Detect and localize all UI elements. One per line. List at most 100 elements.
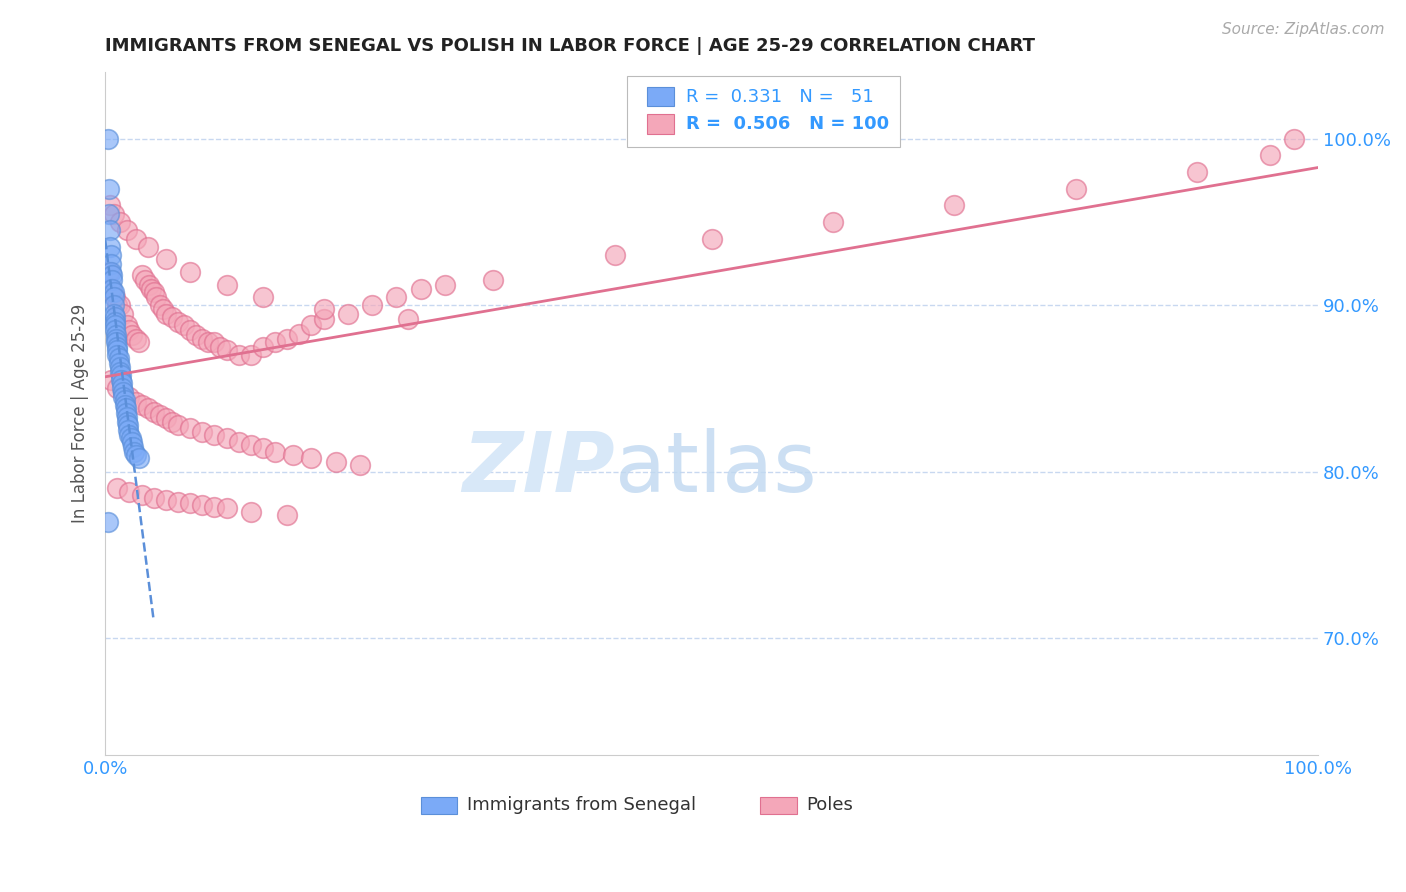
- Point: [118, 323, 141, 337]
- Text: R =  0.506   N = 100: R = 0.506 N = 100: [686, 115, 890, 133]
- Point: [299, 318, 322, 333]
- Point: [100, 248, 122, 262]
- Point: [312, 311, 335, 326]
- Point: [98, 223, 121, 237]
- Text: Immigrants from Senegal: Immigrants from Senegal: [467, 797, 696, 814]
- Point: [325, 455, 347, 469]
- Point: [98, 198, 121, 212]
- Point: [107, 351, 129, 366]
- Point: [105, 334, 128, 349]
- Point: [149, 408, 172, 422]
- Point: [276, 332, 298, 346]
- Point: [105, 348, 128, 362]
- Point: [103, 207, 125, 221]
- Point: [215, 431, 238, 445]
- Point: [111, 376, 134, 391]
- Point: [100, 373, 122, 387]
- Y-axis label: In Labor Force | Age 25-29: In Labor Force | Age 25-29: [72, 304, 89, 523]
- Point: [103, 298, 125, 312]
- Point: [105, 298, 128, 312]
- Point: [100, 265, 122, 279]
- Point: [160, 415, 183, 429]
- Point: [142, 285, 165, 299]
- Point: [299, 451, 322, 466]
- Point: [108, 215, 131, 229]
- Point: [191, 332, 214, 346]
- Point: [128, 334, 150, 349]
- Point: [179, 323, 201, 337]
- Point: [1185, 165, 1208, 179]
- Text: Source: ZipAtlas.com: Source: ZipAtlas.com: [1222, 22, 1385, 37]
- Point: [228, 348, 250, 362]
- Point: [101, 273, 124, 287]
- Point: [179, 421, 201, 435]
- Point: [97, 265, 120, 279]
- Point: [145, 290, 167, 304]
- Point: [103, 285, 125, 299]
- Point: [202, 428, 225, 442]
- Point: [117, 423, 139, 437]
- Point: [128, 451, 150, 466]
- Point: [276, 508, 298, 522]
- Point: [155, 493, 177, 508]
- Point: [121, 328, 143, 343]
- Point: [142, 491, 165, 506]
- Point: [149, 298, 172, 312]
- Point: [1258, 148, 1281, 162]
- Point: [120, 431, 142, 445]
- Text: atlas: atlas: [614, 427, 817, 508]
- Point: [100, 282, 122, 296]
- Point: [115, 415, 138, 429]
- Point: [215, 501, 238, 516]
- Point: [103, 307, 125, 321]
- Point: [142, 405, 165, 419]
- Point: [264, 444, 287, 458]
- Point: [385, 290, 408, 304]
- Point: [101, 282, 124, 296]
- Point: [122, 440, 145, 454]
- Point: [482, 273, 505, 287]
- Point: [111, 381, 134, 395]
- Point: [114, 398, 136, 412]
- Point: [97, 132, 120, 146]
- Point: [191, 425, 214, 439]
- Point: [228, 434, 250, 449]
- Point: [141, 282, 163, 296]
- FancyBboxPatch shape: [647, 114, 673, 134]
- Point: [112, 307, 135, 321]
- Point: [117, 418, 139, 433]
- Point: [131, 268, 153, 283]
- Point: [252, 290, 274, 304]
- Point: [105, 381, 128, 395]
- Point: [103, 290, 125, 304]
- Point: [115, 409, 138, 424]
- Point: [115, 223, 138, 237]
- Point: [252, 340, 274, 354]
- Text: Poles: Poles: [806, 797, 853, 814]
- Text: IMMIGRANTS FROM SENEGAL VS POLISH IN LABOR FORCE | AGE 25-29 CORRELATION CHART: IMMIGRANTS FROM SENEGAL VS POLISH IN LAB…: [105, 37, 1035, 55]
- Point: [112, 390, 135, 404]
- Point: [349, 458, 371, 472]
- Point: [312, 301, 335, 316]
- Point: [167, 418, 190, 433]
- Point: [215, 343, 238, 358]
- Point: [97, 515, 120, 529]
- Point: [131, 488, 153, 502]
- Point: [97, 207, 120, 221]
- FancyBboxPatch shape: [761, 797, 797, 814]
- Point: [108, 298, 131, 312]
- Point: [336, 307, 359, 321]
- Point: [215, 278, 238, 293]
- Point: [239, 348, 262, 362]
- Point: [112, 384, 135, 399]
- Point: [700, 232, 723, 246]
- Point: [124, 444, 146, 458]
- Point: [186, 328, 208, 343]
- Point: [110, 373, 132, 387]
- Point: [121, 434, 143, 449]
- Point: [108, 359, 131, 374]
- Point: [104, 318, 127, 333]
- Point: [1064, 182, 1087, 196]
- Point: [167, 315, 190, 329]
- Text: ZIP: ZIP: [463, 427, 614, 508]
